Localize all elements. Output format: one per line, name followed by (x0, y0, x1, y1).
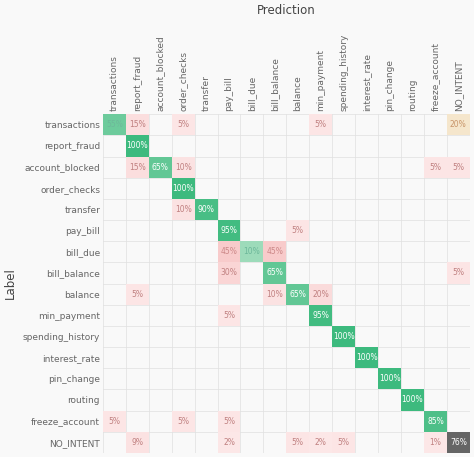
Bar (218, 241, 240, 262)
Text: 5%: 5% (131, 290, 143, 298)
Bar (126, 432, 149, 453)
Bar (218, 432, 240, 453)
Bar (218, 410, 240, 432)
Text: 100%: 100% (401, 395, 423, 404)
Bar (310, 432, 332, 453)
Text: 65%: 65% (290, 290, 306, 298)
Bar (149, 156, 172, 178)
Text: 76%: 76% (450, 438, 467, 447)
Text: 2%: 2% (223, 438, 235, 447)
Bar (286, 283, 310, 305)
Bar (172, 114, 195, 135)
Text: 1%: 1% (429, 438, 441, 447)
Bar (264, 283, 286, 305)
Bar (424, 156, 447, 178)
Text: 90%: 90% (198, 205, 215, 214)
Text: 5%: 5% (109, 417, 120, 425)
Text: 5%: 5% (292, 438, 304, 447)
Text: 100%: 100% (127, 141, 148, 150)
Text: 95%: 95% (220, 226, 237, 235)
Text: 5%: 5% (292, 226, 304, 235)
Text: 100%: 100% (173, 184, 194, 193)
Bar (172, 178, 195, 199)
Text: 65%: 65% (152, 163, 169, 171)
Bar (378, 368, 401, 389)
Text: 5%: 5% (223, 311, 235, 320)
Text: 5%: 5% (177, 417, 189, 425)
Bar (286, 220, 310, 241)
Text: 20%: 20% (312, 290, 329, 298)
Text: 5%: 5% (452, 163, 465, 171)
Title: Prediction: Prediction (257, 4, 316, 17)
Bar (355, 347, 378, 368)
Bar (264, 241, 286, 262)
Bar (286, 432, 310, 453)
Text: 15%: 15% (129, 163, 146, 171)
Text: 10%: 10% (244, 247, 260, 256)
Bar (195, 199, 218, 220)
Text: 95%: 95% (312, 311, 329, 320)
Text: 100%: 100% (356, 353, 377, 362)
Bar (332, 432, 355, 453)
Bar (332, 326, 355, 347)
Text: 2%: 2% (315, 438, 327, 447)
Text: 65%: 65% (266, 268, 283, 277)
Bar (172, 199, 195, 220)
Text: 5%: 5% (337, 438, 350, 447)
Bar (103, 410, 126, 432)
Text: 45%: 45% (266, 247, 283, 256)
Text: 10%: 10% (266, 290, 283, 298)
Text: 15%: 15% (129, 120, 146, 129)
Bar (218, 262, 240, 283)
Bar (264, 262, 286, 283)
Text: 5%: 5% (452, 268, 465, 277)
Text: 100%: 100% (333, 332, 355, 341)
Bar (310, 114, 332, 135)
Text: 9%: 9% (131, 438, 143, 447)
Bar (126, 114, 149, 135)
Text: 20%: 20% (450, 120, 467, 129)
Bar (103, 114, 126, 135)
Y-axis label: Label: Label (4, 267, 17, 299)
Bar (401, 389, 424, 410)
Text: 5%: 5% (429, 163, 441, 171)
Text: 10%: 10% (175, 163, 191, 171)
Text: 85%: 85% (427, 417, 444, 425)
Bar (240, 241, 264, 262)
Bar (310, 305, 332, 326)
Text: 10%: 10% (175, 205, 191, 214)
Text: 30%: 30% (220, 268, 237, 277)
Bar (218, 305, 240, 326)
Bar (447, 432, 470, 453)
Text: 5%: 5% (315, 120, 327, 129)
Bar (447, 156, 470, 178)
Bar (447, 262, 470, 283)
Text: 55%: 55% (106, 120, 123, 129)
Bar (310, 283, 332, 305)
Bar (424, 410, 447, 432)
Bar (172, 156, 195, 178)
Text: 5%: 5% (177, 120, 189, 129)
Bar (218, 220, 240, 241)
Text: 100%: 100% (379, 374, 401, 383)
Text: 45%: 45% (220, 247, 237, 256)
Bar (424, 432, 447, 453)
Bar (172, 410, 195, 432)
Bar (126, 283, 149, 305)
Bar (126, 156, 149, 178)
Text: 5%: 5% (223, 417, 235, 425)
Bar (447, 114, 470, 135)
Bar (126, 135, 149, 156)
